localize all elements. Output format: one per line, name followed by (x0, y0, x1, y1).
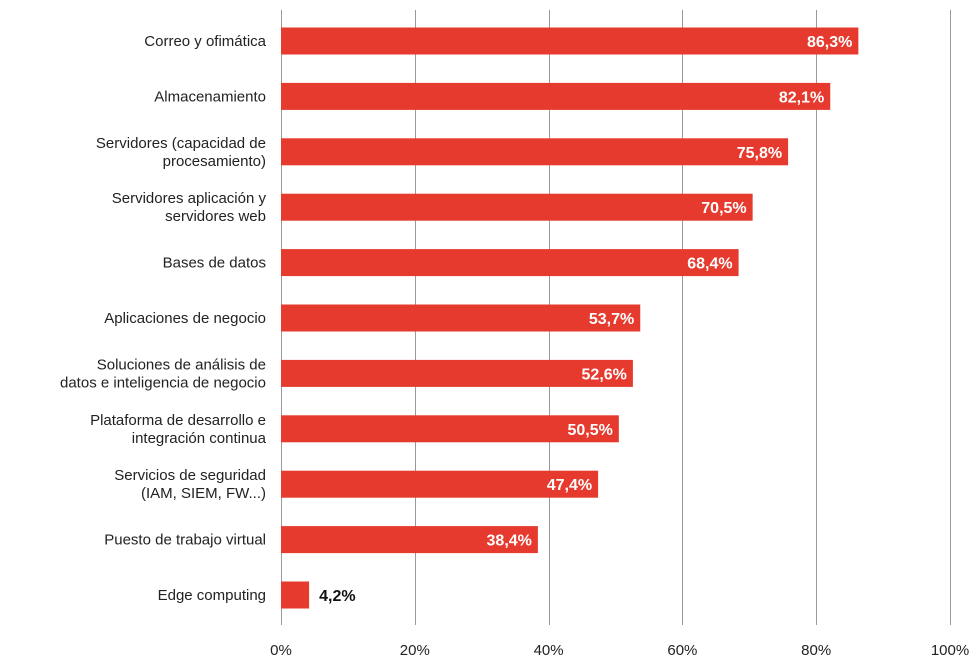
category-label: Soluciones de análisis de datos e intelig… (60, 356, 266, 391)
bars (281, 27, 859, 609)
value-label: 68,4% (687, 256, 732, 273)
value-label: 38,4% (487, 533, 532, 550)
bar (281, 82, 831, 110)
category-label: Aplicaciones de negocio (104, 310, 266, 327)
x-tick-label: 40% (534, 642, 564, 659)
x-tick-label: 100% (931, 642, 969, 659)
value-label: 82,1% (779, 89, 824, 106)
bar (281, 249, 739, 277)
value-label: 47,4% (547, 477, 592, 494)
category-label: Bases de datos (163, 255, 266, 272)
bar (281, 581, 310, 609)
value-label: 52,6% (582, 366, 627, 383)
value-label: 53,7% (589, 311, 634, 328)
category-label: Almacenamiento (154, 88, 266, 105)
category-label: Plataforma de desarrollo e integración co… (90, 412, 267, 447)
category-label: Servidores aplicación y servidores web (112, 190, 267, 225)
bar (281, 526, 538, 554)
bar (281, 470, 599, 498)
category-label: Puesto de trabajo virtual (104, 532, 266, 549)
value-label: 4,2% (319, 588, 355, 605)
x-tick-label: 0% (270, 642, 292, 659)
x-axis-ticks: 0% 20% 40% 60% 80% 100% (270, 642, 969, 659)
bar (281, 304, 641, 332)
x-tick-label: 60% (667, 642, 697, 659)
bar (281, 359, 633, 387)
category-label: Servicios de seguridad (IAM, SIEM, FW...) (114, 467, 266, 502)
value-label: 75,8% (737, 145, 782, 162)
bar (281, 193, 753, 221)
category-labels: Correo y ofimática Almacenamiento Servidor… (60, 33, 267, 604)
bar (281, 27, 859, 55)
x-tick-label: 80% (801, 642, 831, 659)
category-label: Edge computing (158, 587, 266, 604)
category-label: Correo y ofimática (144, 33, 266, 50)
value-label: 50,5% (567, 422, 612, 439)
category-label: Servidores (capacidad de procesamiento) (96, 135, 266, 170)
value-label: 70,5% (701, 200, 746, 217)
bar (281, 415, 619, 443)
value-labels: 86,3% 82,1% 75,8% 70,5% 68,4% 53,7% 52,6% 50,5%… (319, 34, 852, 605)
value-label: 86,3% (807, 34, 852, 51)
bar (281, 138, 789, 166)
x-tick-label: 20% (400, 642, 430, 659)
